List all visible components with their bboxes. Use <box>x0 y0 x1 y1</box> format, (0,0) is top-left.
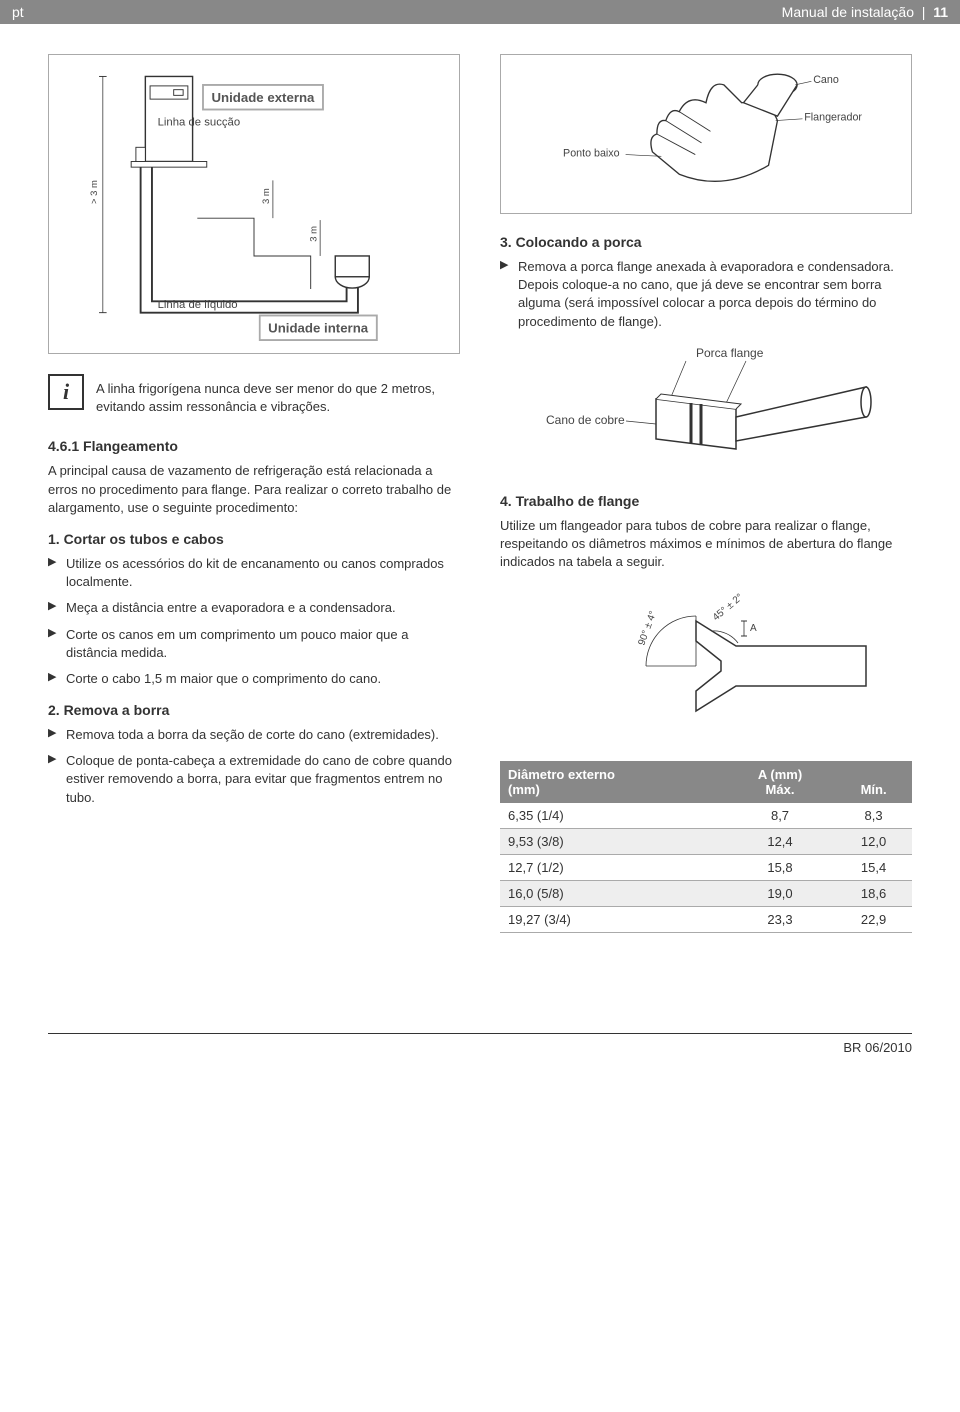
figure-flare-angle: 90° ± 4° 45° ± 2° A <box>500 591 912 741</box>
list-item: Remova toda a borra da seção de corte do… <box>48 726 460 744</box>
para-461: A principal causa de vazamento de refrig… <box>48 462 460 517</box>
list-remova: Remova toda a borra da seção de corte do… <box>48 726 460 807</box>
table-row: 9,53 (3/8)12,412,0 <box>500 829 912 855</box>
list-item: Utilize os acessórios do kit de encaname… <box>48 555 460 591</box>
label-unidade-interna: Unidade interna <box>259 315 378 341</box>
list-item: Coloque de ponta-cabeça a extremidade do… <box>48 752 460 807</box>
label-cano: Cano <box>813 74 839 86</box>
label-porca-flange: Porca flange <box>696 346 764 360</box>
table-row: 19,27 (3/4)23,322,9 <box>500 907 912 933</box>
page-footer: BR 06/2010 <box>48 1033 912 1055</box>
info-box: i A linha frigorígena nunca deve ser men… <box>48 374 460 422</box>
list-item: Corte os canos em um comprimento um pouc… <box>48 626 460 662</box>
para-trabalho-flange: Utilize um flangeador para tubos de cobr… <box>500 517 912 572</box>
list-colocando: Remova a porca flange anexada à evaporad… <box>500 258 912 331</box>
table-header: Diâmetro externo (mm) <box>500 761 725 803</box>
heading-trabalho-flange: 4. Trabalho de flange <box>500 493 912 509</box>
svg-text:3 m: 3 m <box>261 188 272 204</box>
heading-461: 4.6.1 Flangeamento <box>48 438 460 454</box>
table-row: 12,7 (1/2)15,815,4 <box>500 855 912 881</box>
figure-flange-nut: Porca flange Cano de cobre <box>500 339 912 479</box>
figure-hand-flaring: Cano Flangerador Ponto baixo <box>500 54 912 214</box>
svg-text:90° ± 4°: 90° ± 4° <box>636 610 659 647</box>
svg-text:3 m: 3 m <box>308 226 319 242</box>
header-title-area: Manual de instalação | 11 <box>782 4 948 20</box>
table-body: 6,35 (1/4)8,78,3 9,53 (3/8)12,412,0 12,7… <box>500 803 912 933</box>
heading-colocando: 3. Colocando a porca <box>500 234 912 250</box>
list-item: Meça a distância entre a evaporadora e a… <box>48 599 460 617</box>
table-row: 6,35 (1/4)8,78,3 <box>500 803 912 829</box>
svg-text:45° ± 2°: 45° ± 2° <box>711 592 745 623</box>
label-ponto-baixo: Ponto baixo <box>563 147 620 159</box>
heading-remova: 2. Remova a borra <box>48 702 460 718</box>
table-row: 16,0 (5/8)19,018,6 <box>500 881 912 907</box>
page-body: > 3 m 3 m 3 m Unidade externa Linha de s… <box>0 24 960 953</box>
label-liquid: Linha de líquido <box>158 299 238 311</box>
info-icon: i <box>48 374 84 410</box>
dim-gt3m: > 3 m <box>89 180 100 204</box>
flange-table: Diâmetro externo (mm) A (mm) Máx. Mín. 6… <box>500 761 912 933</box>
svg-text:A: A <box>750 623 757 634</box>
list-item: Corte o cabo 1,5 m maior que o comprimen… <box>48 670 460 688</box>
table-header: A (mm) Máx. <box>725 761 835 803</box>
label-cano-cobre: Cano de cobre <box>546 413 625 427</box>
label-flangerador: Flangerador <box>804 112 862 124</box>
table-header: Mín. <box>835 761 912 803</box>
page-header: pt Manual de instalação | 11 <box>0 0 960 24</box>
list-item: Remova a porca flange anexada à evaporad… <box>500 258 912 331</box>
list-cortar: Utilize os acessórios do kit de encaname… <box>48 555 460 688</box>
page-number: 11 <box>933 4 948 20</box>
label-suction: Linha de sucção <box>158 117 241 129</box>
label-unidade-externa: Unidade externa <box>202 84 324 110</box>
info-text: A linha frigorígena nunca deve ser menor… <box>96 380 460 416</box>
lang-code: pt <box>12 4 24 20</box>
figure-piping-diagram: > 3 m 3 m 3 m Unidade externa Linha de s… <box>48 54 460 354</box>
heading-cortar: 1. Cortar os tubos e cabos <box>48 531 460 547</box>
